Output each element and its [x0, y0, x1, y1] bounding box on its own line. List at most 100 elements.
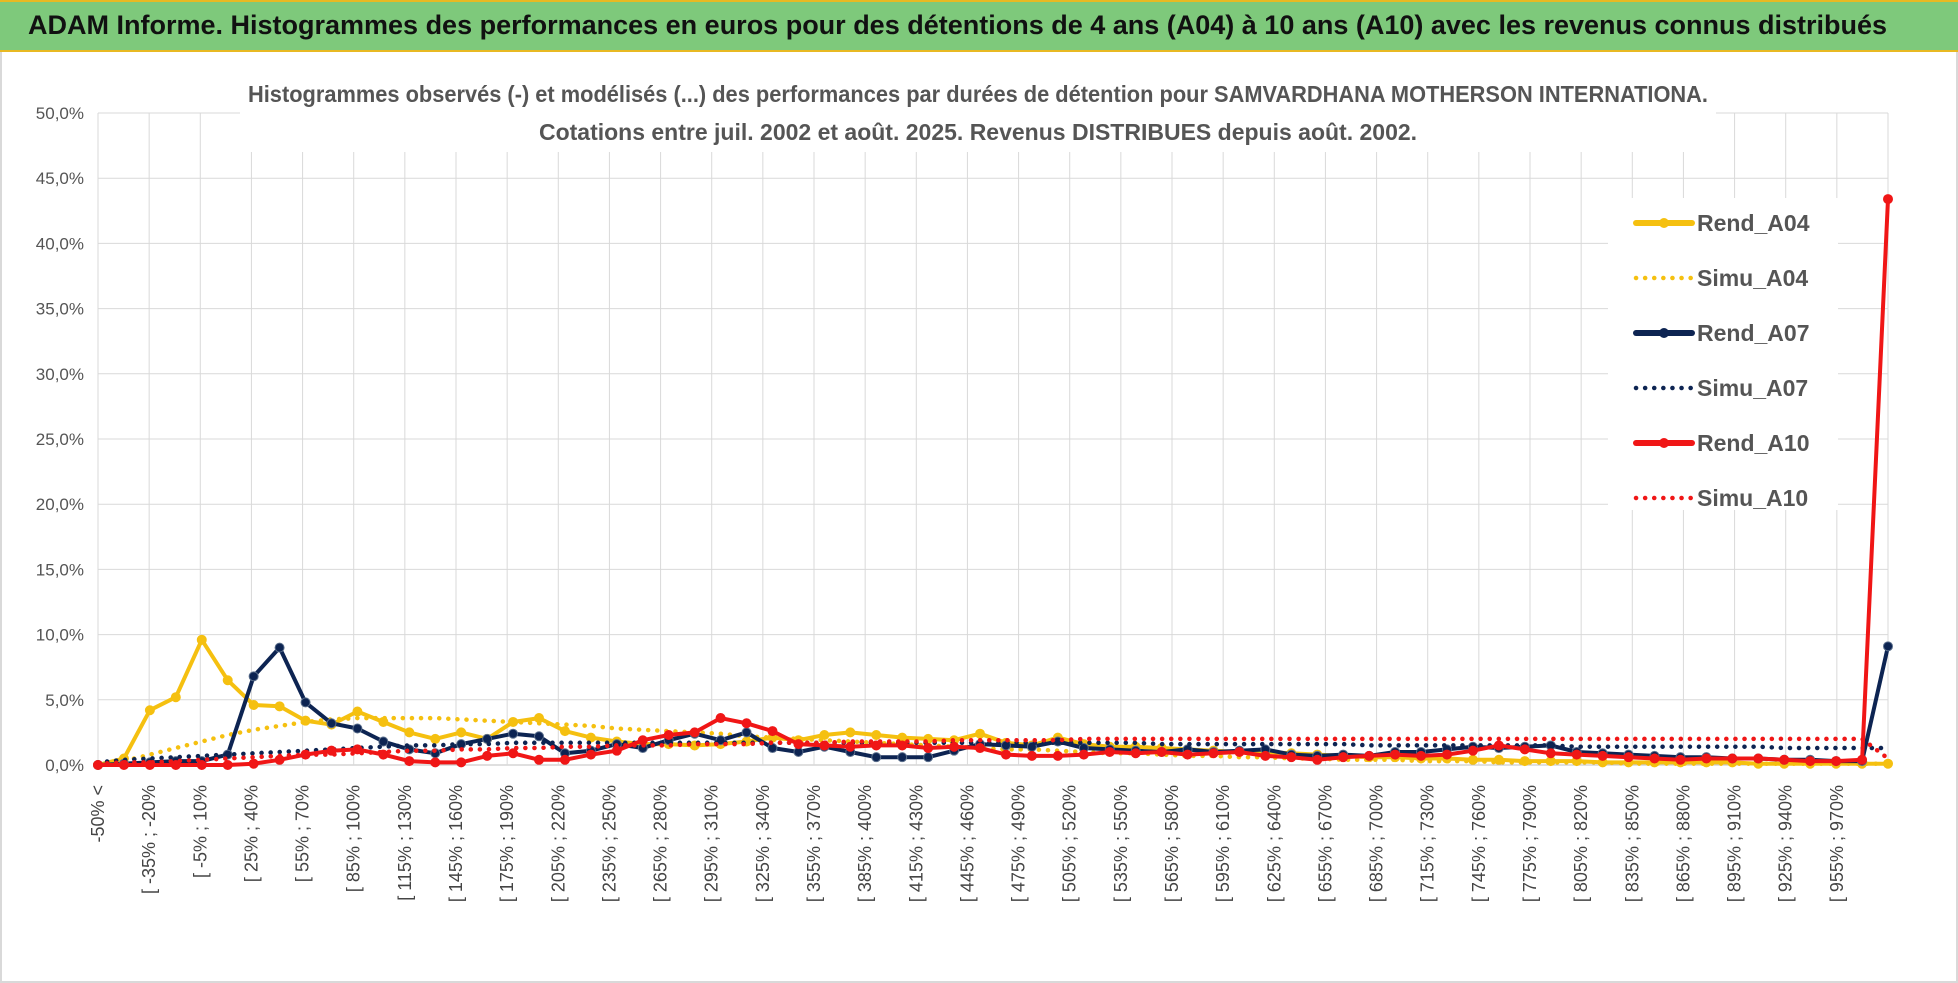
y-tick-label: 5,0% [45, 691, 84, 710]
y-axis-ticks: 0,0% 5,0% 10,0% 15,0% 20,0% 25,0% 30,0% 35,0% 40… [36, 104, 84, 775]
data-point [1519, 744, 1530, 755]
x-tick-label: [ -35% ; -20% [139, 785, 159, 894]
data-point [352, 744, 363, 755]
x-tick-label: [ 895% ; 910% [1725, 785, 1745, 902]
data-point [1571, 749, 1582, 760]
grid-lines [97, 112, 1889, 766]
data-point [1805, 756, 1816, 767]
legend-backdrop [1608, 198, 1838, 510]
legend-label-Rend_A10: Rend_A10 [1697, 430, 1809, 456]
data-point [1493, 740, 1504, 751]
x-tick-label: [ 115% ; 130% [395, 785, 415, 901]
x-tick-label: [ 835% ; 850% [1622, 785, 1642, 902]
data-point [1234, 746, 1245, 757]
data-point [1182, 749, 1193, 760]
x-tick-label: [ 865% ; 880% [1673, 785, 1693, 902]
data-point [923, 743, 934, 754]
data-point [170, 692, 181, 703]
data-point [585, 749, 596, 760]
y-tick-label: 45,0% [36, 169, 84, 188]
y-tick-label: 35,0% [36, 300, 84, 319]
y-tick-label: 0,0% [45, 756, 84, 775]
legend-label-Rend_A07: Rend_A07 [1697, 320, 1809, 346]
data-point [534, 754, 545, 765]
data-point [1779, 754, 1790, 765]
x-tick-label: [ 415% ; 430% [906, 785, 926, 902]
data-point [559, 726, 570, 737]
data-point [1338, 752, 1349, 763]
data-point [1831, 756, 1842, 767]
chart-frame [0, 52, 1958, 983]
x-tick-label: [ 625% ; 640% [1264, 785, 1284, 902]
legend-label-Simu_A07: Simu_A07 [1697, 375, 1808, 401]
y-tick-label: 30,0% [36, 365, 84, 384]
legend-marker [1659, 218, 1669, 228]
data-point [1312, 754, 1323, 765]
report-banner: ADAM Informe. Histogrammes des performan… [0, 0, 1958, 52]
x-tick-label: [ 325% ; 340% [753, 785, 773, 902]
series-line-Simu_A07 [95, 740, 1891, 765]
data-point [508, 748, 519, 759]
data-point [1078, 749, 1089, 760]
data-point [404, 756, 415, 767]
data-point [196, 760, 207, 770]
data-point [1130, 748, 1141, 759]
x-tick-label: [ 715% ; 730% [1418, 785, 1438, 902]
data-point [949, 741, 960, 752]
data-point [170, 760, 181, 770]
data-point [248, 700, 259, 711]
data-point [326, 718, 337, 729]
chart-title-line-1: Histogrammes observés (-) et modélisés (… [248, 81, 1708, 107]
data-point [1753, 753, 1764, 764]
data-point [1883, 194, 1893, 205]
data-point [1208, 748, 1219, 759]
x-tick-label: [ 475% ; 490% [1009, 785, 1029, 902]
x-tick-label: [ 685% ; 700% [1367, 785, 1387, 902]
data-point [871, 730, 882, 741]
data-point [430, 757, 441, 768]
y-tick-label: 15,0% [36, 560, 84, 579]
data-point [456, 757, 467, 768]
x-tick-label: [ 55% ; 70% [293, 785, 313, 882]
data-point [352, 723, 363, 734]
data-point [222, 760, 233, 770]
data-point [1623, 752, 1634, 763]
data-point [871, 740, 882, 751]
data-point [378, 736, 389, 747]
data-point [430, 733, 441, 744]
data-point [1286, 752, 1297, 763]
x-tick-label: [ 955% ; 970% [1827, 785, 1847, 902]
data-point [482, 750, 493, 761]
data-point [1441, 749, 1452, 760]
y-tick-label: 40,0% [36, 234, 84, 253]
x-tick-label: [ 145% ; 160% [446, 785, 466, 902]
data-point [1649, 753, 1660, 764]
x-tick-label: [ 235% ; 250% [599, 785, 619, 902]
series-lines [93, 194, 1893, 770]
chart-title-line-2: Cotations entre juil. 2002 et août. 2025… [539, 119, 1417, 145]
data-point [1156, 746, 1167, 757]
legend-label-Rend_A04: Rend_A04 [1697, 210, 1810, 236]
x-tick-label: [ 925% ; 940% [1776, 785, 1796, 902]
data-point [144, 705, 155, 716]
y-tick-label: 25,0% [36, 430, 84, 449]
data-point [1545, 748, 1556, 759]
data-point [1000, 749, 1011, 760]
data-point [871, 752, 882, 763]
data-point [274, 701, 285, 712]
data-point [975, 743, 986, 754]
x-tick-label: [ 535% ; 550% [1111, 785, 1131, 902]
x-tick-label: [ 805% ; 820% [1571, 785, 1591, 902]
x-tick-label: [ 655% ; 670% [1315, 785, 1335, 902]
data-point [1416, 750, 1427, 761]
series-line-Simu_A04 [95, 715, 1891, 766]
data-point [482, 733, 493, 744]
data-point [923, 752, 934, 763]
report-title: ADAM Informe. Histogrammes des performan… [28, 10, 1888, 40]
x-tick-label: [ 355% ; 370% [804, 785, 824, 902]
data-point [1597, 750, 1608, 761]
data-point [248, 758, 259, 769]
data-point [352, 706, 363, 717]
data-point [559, 754, 570, 765]
